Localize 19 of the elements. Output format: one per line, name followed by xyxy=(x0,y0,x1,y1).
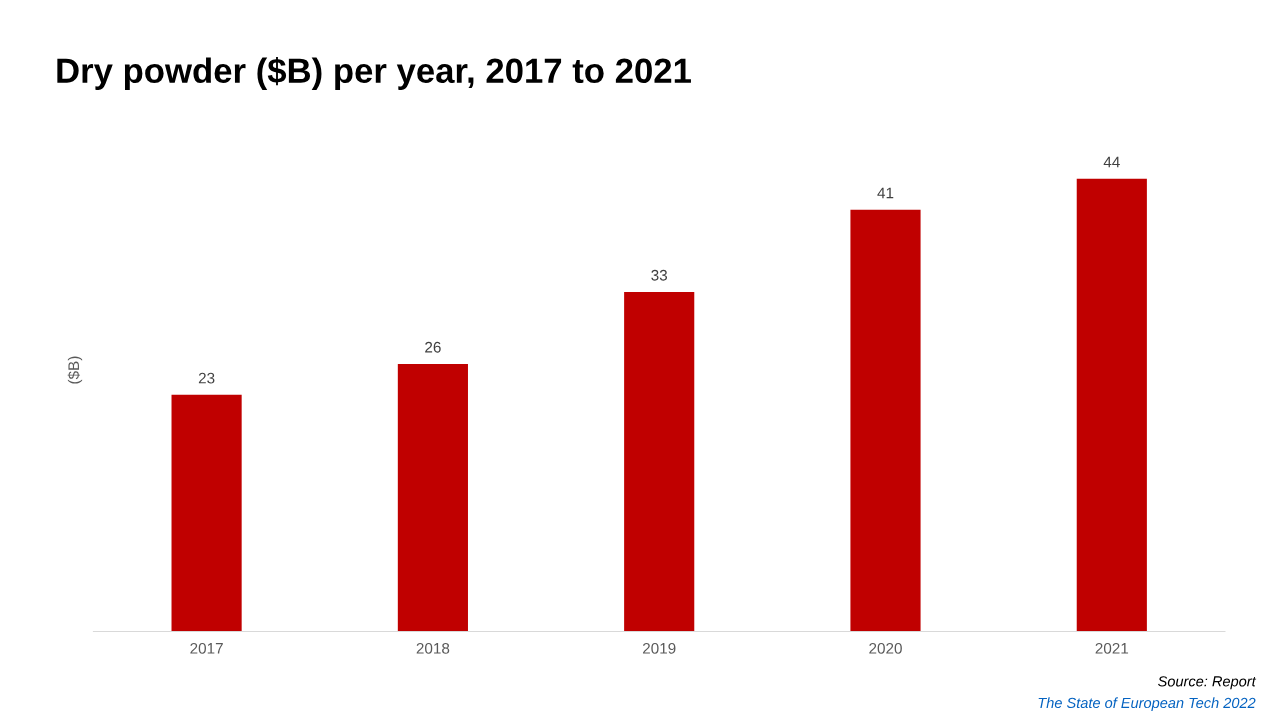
x-tick-label: 2018 xyxy=(416,642,450,654)
bar xyxy=(1076,178,1147,632)
source-note: Source: Report xyxy=(1158,676,1257,690)
data-label: 23 xyxy=(198,372,215,384)
data-label: 41 xyxy=(877,187,894,199)
y-axis-title: ($B) xyxy=(67,356,83,384)
bar xyxy=(624,292,695,632)
x-tick-label: 2019 xyxy=(642,642,676,654)
chart-title: Dry powder ($B) per year, 2017 to 2021 xyxy=(57,56,691,90)
data-label: 44 xyxy=(1103,156,1120,168)
data-label: 26 xyxy=(425,341,441,353)
bar xyxy=(397,364,468,632)
x-tick-label: 2017 xyxy=(190,642,223,654)
x-tick-label: 2021 xyxy=(1095,642,1129,654)
bar xyxy=(171,394,242,632)
data-label: 33 xyxy=(651,269,668,281)
text: The State of European Tech 2022 xyxy=(1038,697,1256,711)
x-tick-label: 2020 xyxy=(869,642,902,654)
bar xyxy=(850,209,921,632)
